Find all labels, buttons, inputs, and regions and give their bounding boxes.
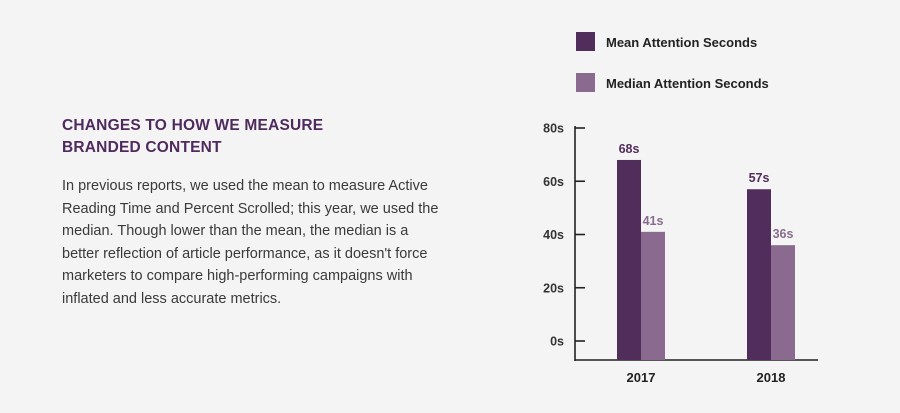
x-tick-label-2018: 2018	[757, 370, 786, 385]
bar-mean-2018	[747, 189, 771, 360]
legend-swatch-mean	[576, 32, 595, 51]
body-line: median. Though lower than the mean, the …	[62, 223, 409, 239]
data-label-median-2018: 36s	[773, 227, 794, 241]
y-tick-label: 20s	[543, 281, 564, 295]
legend-label-mean: Mean Attention Seconds	[606, 35, 757, 50]
bar-median-2018	[771, 245, 795, 360]
body-paragraph: In previous reports, we used the mean to…	[62, 175, 462, 310]
data-label-mean-2018: 57s	[749, 171, 770, 185]
y-tick-label: 80s	[543, 122, 564, 136]
legend-swatch-median	[576, 73, 595, 92]
bar-median-2017	[641, 231, 665, 360]
body-line: better reflection of article performance…	[62, 245, 428, 262]
body-line: Reading Time and Percent Scrolled; this …	[62, 200, 439, 217]
article-text: CHANGES TO HOW WE MEASURE BRANDED CONTEN…	[62, 115, 462, 310]
body-line: marketers to compare high-performing cam…	[62, 268, 413, 284]
section-heading: CHANGES TO HOW WE MEASURE BRANDED CONTEN…	[62, 115, 462, 159]
chart-data-labels: 68s 41s 57s 36s	[619, 142, 794, 241]
body-line: In previous reports, we used the mean to…	[62, 178, 428, 194]
legend-label-median: Median Attention Seconds	[606, 76, 769, 91]
body-line: inflated and less accurate metrics.	[62, 290, 282, 307]
y-tick-label: 0s	[550, 335, 564, 349]
heading-line-1: CHANGES TO HOW WE MEASURE	[62, 117, 324, 134]
chart-bars	[617, 159, 795, 360]
y-tick-label: 40s	[543, 228, 564, 242]
bar-mean-2017	[617, 159, 641, 360]
x-tick-label-2017: 2017	[627, 370, 656, 385]
heading-line-2: BRANDED CONTENT	[62, 139, 222, 156]
data-label-median-2017: 41s	[643, 214, 664, 228]
chart-axes: 0s 20s 40s 60s 80s 2017 2018	[543, 122, 818, 385]
y-tick-label: 60s	[543, 175, 564, 189]
chart-legend: Mean Attention Seconds Median Attention S…	[576, 32, 769, 92]
data-label-mean-2017: 68s	[619, 142, 640, 156]
